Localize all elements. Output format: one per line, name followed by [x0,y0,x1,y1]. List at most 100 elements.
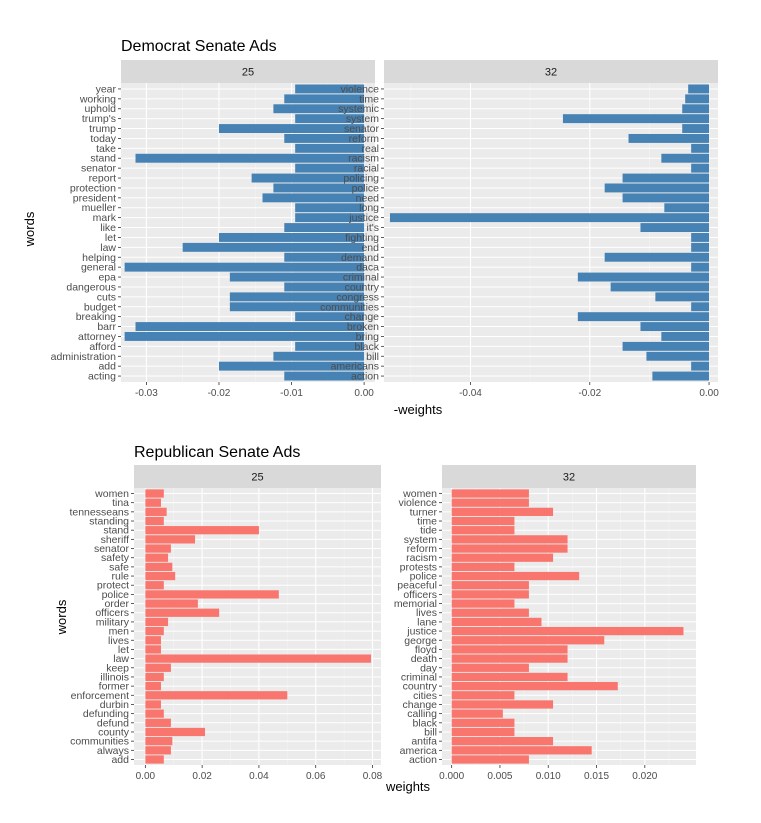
bar [664,203,710,213]
bar [451,691,515,700]
bar [182,242,365,252]
y-tick-label: policing [343,173,379,185]
facet-strip [134,465,381,488]
bar [577,312,710,322]
y-tick-label: change [403,699,438,711]
y-tick-label: illinois [100,671,129,683]
x-tick-label: 0.02 [192,771,212,782]
y-tick-label: like [100,222,116,234]
y-tick-label: uphold [84,103,116,115]
bar [284,133,365,143]
y-tick-label: add [98,361,116,373]
y-tick-label: stand [90,153,116,165]
y-tick-label: working [79,93,116,105]
bar [145,553,169,562]
bar [451,755,529,764]
bar [145,581,164,590]
bar [145,617,169,627]
bar [682,104,710,114]
x-tick-label: -0.02 [208,388,231,399]
y-tick-label: floyd [415,644,437,656]
bar [145,718,171,727]
y-tick-label: communities [320,301,379,313]
bar [295,84,365,94]
bar [451,599,515,608]
bar [145,755,164,764]
y-tick-label: system [346,113,380,125]
y-tick-label: protect [97,580,129,592]
bar [124,262,365,272]
bar [145,681,161,691]
y-tick-label: former [99,681,130,693]
bar [622,173,710,183]
y-tick-label: protests [400,561,437,573]
bar [451,700,554,709]
y-tick-label: real [361,143,379,155]
y-tick-label: senator [94,543,130,555]
y-tick-label: enforcement [71,690,129,702]
y-tick-label: reform [349,133,380,145]
y-tick-label: black [354,341,379,353]
y-tick-label: police [410,571,438,583]
y-tick-label: administration [51,351,117,363]
y-tick-label: trump's [82,113,116,125]
bar [284,252,365,262]
bar [145,489,164,498]
y-tick-label: racial [354,163,379,175]
bar [145,636,161,645]
bar [451,709,503,718]
bar [251,173,365,183]
bar [691,143,710,153]
bar [145,526,259,535]
bar [145,516,164,526]
bar [451,746,592,755]
bar [652,371,710,381]
bar [273,104,365,114]
bar [145,608,220,617]
bar [451,727,515,737]
bar [273,183,365,193]
bar [145,663,171,672]
y-tick-label: rule [111,571,129,583]
y-tick-label: memorial [394,598,437,610]
y-tick-label: standing [89,516,129,528]
y-tick-label: calling [407,708,437,720]
bar [655,292,710,302]
x-tick-label: -0.04 [459,388,482,399]
y-tick-label: bring [356,331,380,343]
bar [682,124,710,133]
bar [145,700,161,709]
bar [295,143,365,153]
bar [284,223,365,233]
bar [451,526,515,535]
bar [295,312,365,322]
bar [145,562,173,572]
bar [451,507,554,516]
y-axis-title: words [54,599,69,635]
y-tick-label: need [356,192,380,204]
y-tick-label: acting [88,371,116,383]
x-tick-label: 0.08 [363,771,383,782]
y-tick-label: tina [112,497,129,509]
y-tick-label: peaceful [397,580,437,592]
y-tick-label: law [100,242,116,254]
y-tick-label: breaking [76,311,116,323]
y-tick-label: mueller [82,202,117,214]
bar [295,163,365,173]
bar [295,203,365,213]
bar [562,114,710,124]
x-tick-label: -0.01 [280,388,303,399]
facet-panel: 25 0.00 0.02 0.04 0.06 0.08 womentinatennessea… [69,465,383,782]
y-tick-label: black [412,717,437,729]
bar [661,153,710,163]
y-tick-label: violence [398,497,437,509]
facet-panel: 32 0.000 0.005 0.010 0.015 0.020 womenviolence… [394,465,696,782]
x-tick-label: 0.00 [354,388,374,399]
y-tick-label: tennesseans [69,506,129,518]
y-tick-label: helping [82,252,116,264]
y-tick-label: it's [366,222,379,234]
y-tick-label: officers [95,607,129,619]
bar [622,193,710,203]
bar [451,553,554,562]
